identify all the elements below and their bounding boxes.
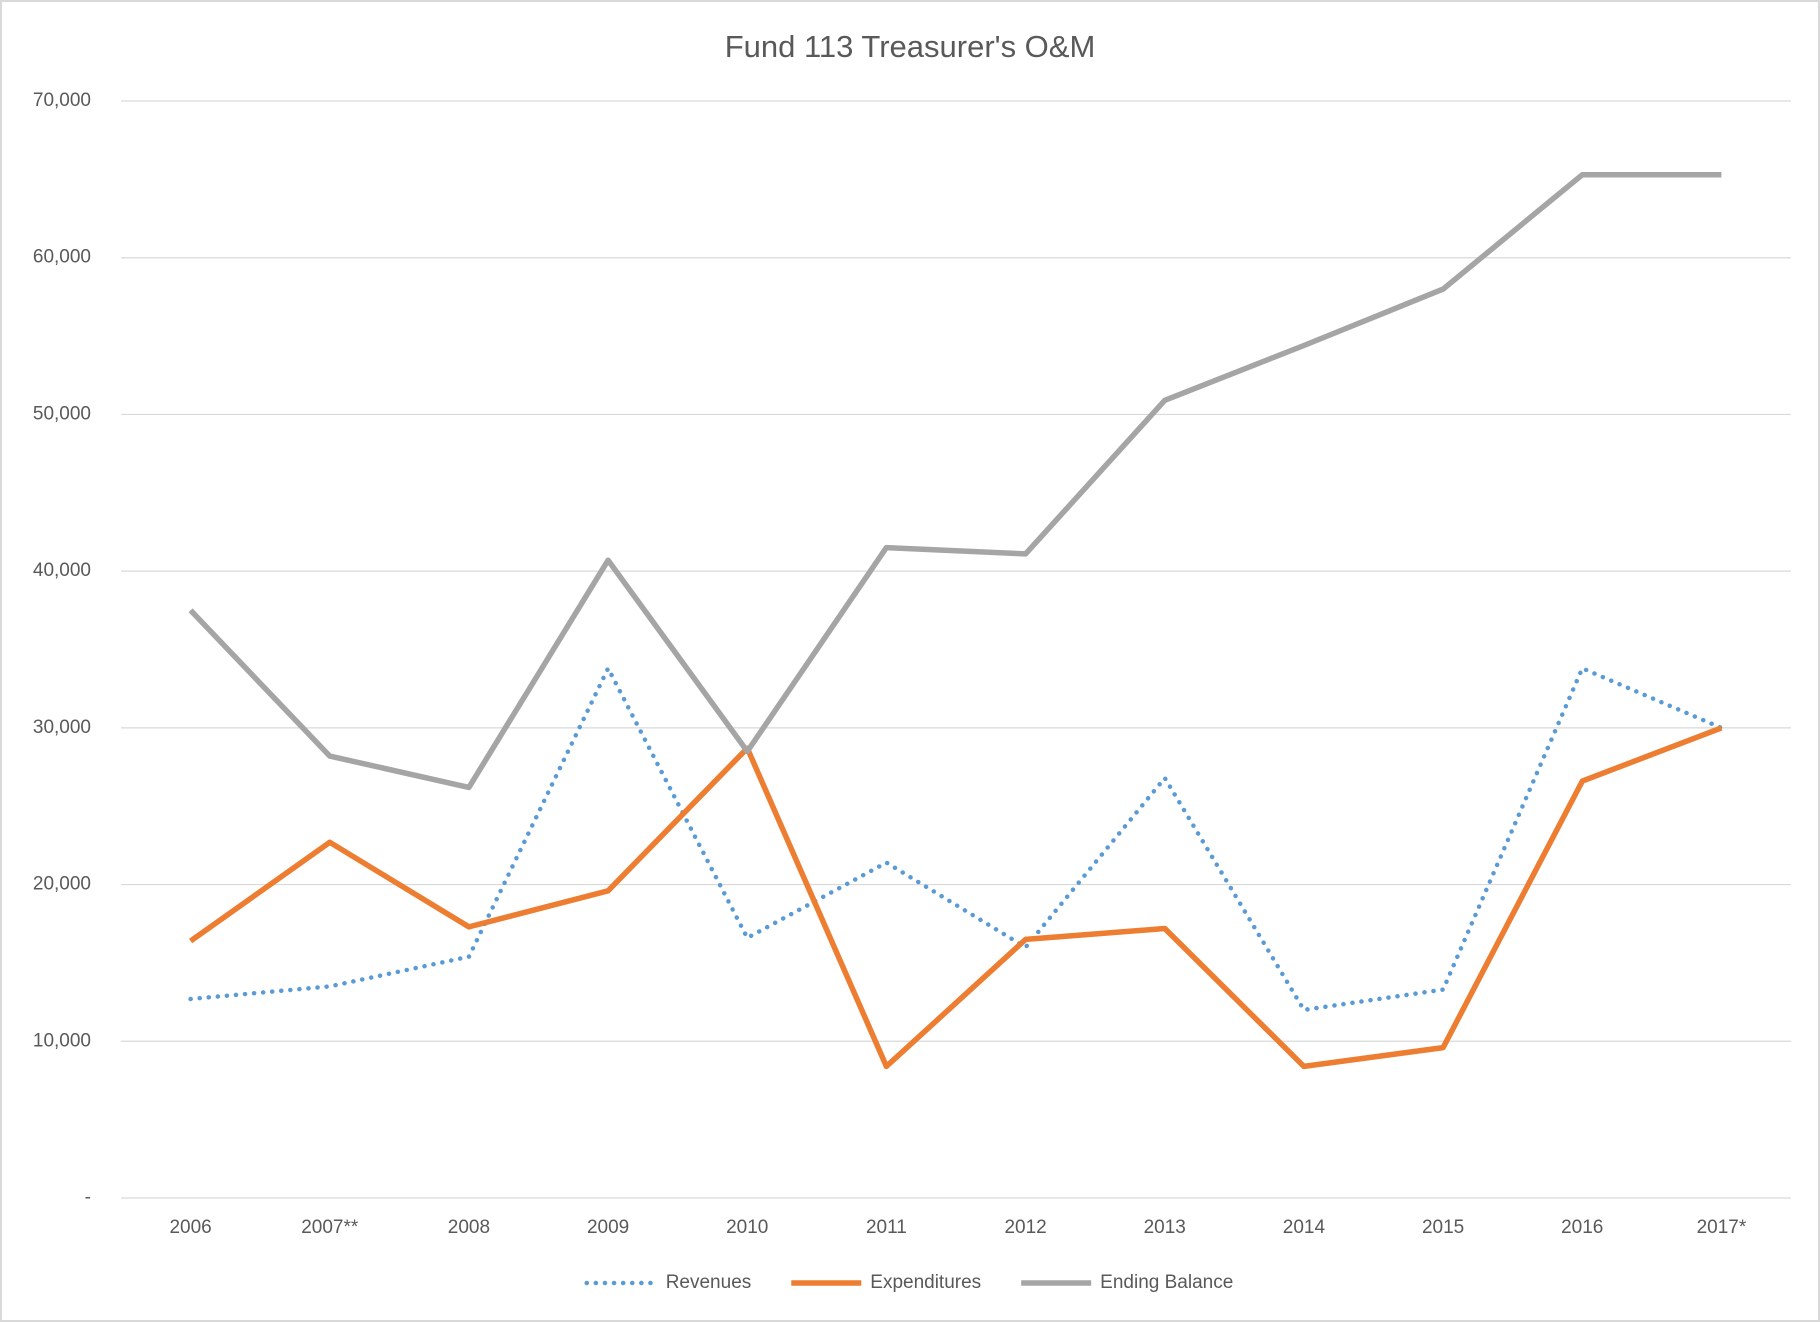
legend-label: Ending Balance — [1100, 1272, 1233, 1293]
x-tick-label: 2006 — [169, 1217, 211, 1238]
series-line — [188, 171, 1722, 791]
x-tick-label: 2014 — [1283, 1217, 1326, 1238]
x-tick-label: 2016 — [1561, 1217, 1603, 1238]
y-tick-label: 60,000 — [33, 247, 91, 268]
x-tick-label: 2011 — [866, 1217, 907, 1238]
chart-title: Fund 113 Treasurer's O&M — [725, 29, 1096, 64]
y-tick-label: 50,000 — [33, 403, 91, 424]
y-tick-label: 30,000 — [33, 717, 91, 738]
x-tick-label: 2015 — [1422, 1217, 1464, 1238]
x-tick-label: 2010 — [726, 1217, 768, 1238]
y-tick-label: 40,000 — [33, 560, 91, 581]
x-tick-label: 2007** — [301, 1217, 359, 1238]
y-tick-label: 20,000 — [33, 874, 91, 895]
legend-label: Revenues — [666, 1272, 752, 1293]
series-line — [189, 725, 1723, 1070]
x-tick-label: 2012 — [1004, 1217, 1046, 1238]
y-tick-label: 70,000 — [33, 90, 91, 111]
x-tick-label: 2008 — [448, 1217, 490, 1238]
x-tick-label: 2013 — [1144, 1217, 1186, 1238]
y-tick-label: 10,000 — [33, 1030, 91, 1051]
legend-label: Expenditures — [870, 1272, 981, 1293]
x-tick-label: 2017* — [1697, 1217, 1747, 1238]
x-tick-label: 2009 — [587, 1217, 629, 1238]
y-tick-label: - — [85, 1187, 91, 1208]
series-line — [188, 666, 1724, 1013]
